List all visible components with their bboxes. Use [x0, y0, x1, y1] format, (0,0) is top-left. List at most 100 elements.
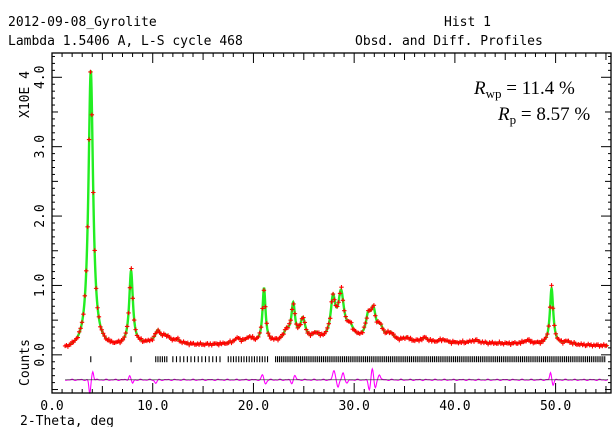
observed-point: [553, 331, 559, 337]
observed-point: [292, 311, 298, 316]
y-tick-label: 3.0: [33, 135, 48, 158]
observed-point: [337, 291, 343, 296]
observed-point: [349, 320, 354, 325]
observed-point: [343, 314, 348, 319]
observed-point: [91, 190, 96, 195]
reflection-markers: [90, 356, 606, 363]
header-profiles: Obsd. and Diff. Profiles: [355, 34, 543, 49]
observed-point: [175, 335, 181, 341]
observed-point: [130, 296, 135, 301]
observed-point: [546, 323, 551, 329]
observed-point: [419, 337, 425, 343]
data-layer: [62, 69, 609, 394]
header-hist: Hist 1: [444, 15, 491, 30]
observed-point: [76, 329, 82, 334]
observed-point: [373, 313, 378, 318]
observed-point: [381, 327, 386, 333]
observed-point: [117, 340, 123, 346]
observed-point: [363, 320, 368, 326]
observed-point: [250, 334, 255, 339]
x-tick-label: 20.0: [238, 399, 269, 414]
observed-point: [86, 137, 92, 142]
rwp-symbol: R: [473, 78, 486, 99]
observed-point: [364, 315, 370, 321]
observed-point: [428, 336, 433, 342]
observed-point: [604, 343, 609, 348]
observed-point: [124, 324, 130, 329]
observed-point: [99, 327, 104, 332]
observed-point: [360, 330, 365, 335]
rwp-annotation: Rwp = 11.4 %: [473, 78, 575, 101]
observed-point: [81, 311, 86, 317]
rp-symbol: R: [497, 104, 510, 125]
observed-point: [267, 333, 272, 339]
observed-point: [302, 320, 308, 325]
observed-point: [123, 330, 128, 336]
x-tick-label: 30.0: [339, 399, 370, 414]
observed-point: [278, 335, 284, 340]
observed-point: [295, 325, 300, 331]
observed-point: [165, 333, 171, 338]
observed-point: [275, 337, 281, 343]
observed-point: [139, 336, 144, 341]
x-axis-label: 2-Theta, deg: [20, 414, 114, 427]
observed-point: [460, 338, 465, 343]
observed-point: [92, 248, 97, 253]
observed-point: [168, 335, 174, 341]
observed-point: [342, 308, 347, 313]
observed-point: [326, 321, 331, 326]
observed-point: [258, 324, 264, 330]
x-tick-label: 50.0: [540, 399, 571, 414]
rp-subscript: p: [510, 112, 517, 127]
observed-point: [256, 334, 261, 340]
observed-point: [98, 324, 103, 329]
observed-point: [336, 300, 341, 305]
observed-point: [545, 331, 550, 337]
observed-point: [84, 268, 89, 273]
observed-point: [75, 335, 80, 340]
observed-point: [552, 323, 557, 328]
observed-point: [265, 330, 271, 336]
observed-point: [298, 322, 303, 327]
observed-point: [325, 325, 330, 331]
observed-point: [304, 327, 309, 332]
observed-point: [82, 293, 88, 299]
y-tick-label: 0.0: [33, 343, 48, 366]
observed-point: [126, 310, 131, 316]
y-axis-label-scale: X10E 4: [18, 71, 33, 118]
observed-point: [323, 329, 329, 334]
y-tick-label: 4.0: [33, 66, 48, 89]
observed-point: [79, 320, 85, 325]
observed-point: [281, 331, 286, 337]
y-tick-label: 2.0: [33, 204, 48, 227]
svg-text:Rp = 8.57 %: Rp = 8.57 %: [497, 104, 590, 127]
observed-point: [155, 327, 161, 333]
observed-point: [288, 317, 293, 323]
observed-point: [449, 341, 454, 346]
observed-point: [133, 327, 138, 332]
observed-point: [543, 335, 549, 340]
observed-point: [78, 326, 83, 331]
observed-point: [291, 301, 296, 307]
observed-point: [122, 334, 127, 340]
observed-point: [88, 69, 93, 75]
header-lambda: Lambda 1.5406 A, L-S cycle 468: [8, 34, 243, 49]
observed-point: [287, 321, 292, 326]
observed-point: [260, 306, 265, 311]
observed-point: [89, 112, 95, 117]
observed-point: [239, 339, 244, 344]
observed-point: [95, 305, 100, 310]
observed-point: [216, 342, 221, 348]
observed-point: [150, 337, 155, 343]
observed-point: [68, 342, 73, 347]
observed-point: [294, 321, 299, 327]
observed-point: [127, 285, 133, 290]
observed-point: [106, 336, 112, 342]
observed-point: [518, 341, 523, 346]
observed-point: [547, 304, 553, 310]
difference-curve: [64, 367, 609, 394]
observed-point: [100, 331, 106, 336]
observed-point: [308, 333, 313, 338]
header-title: 2012-09-08_Gyrolite: [8, 15, 157, 30]
